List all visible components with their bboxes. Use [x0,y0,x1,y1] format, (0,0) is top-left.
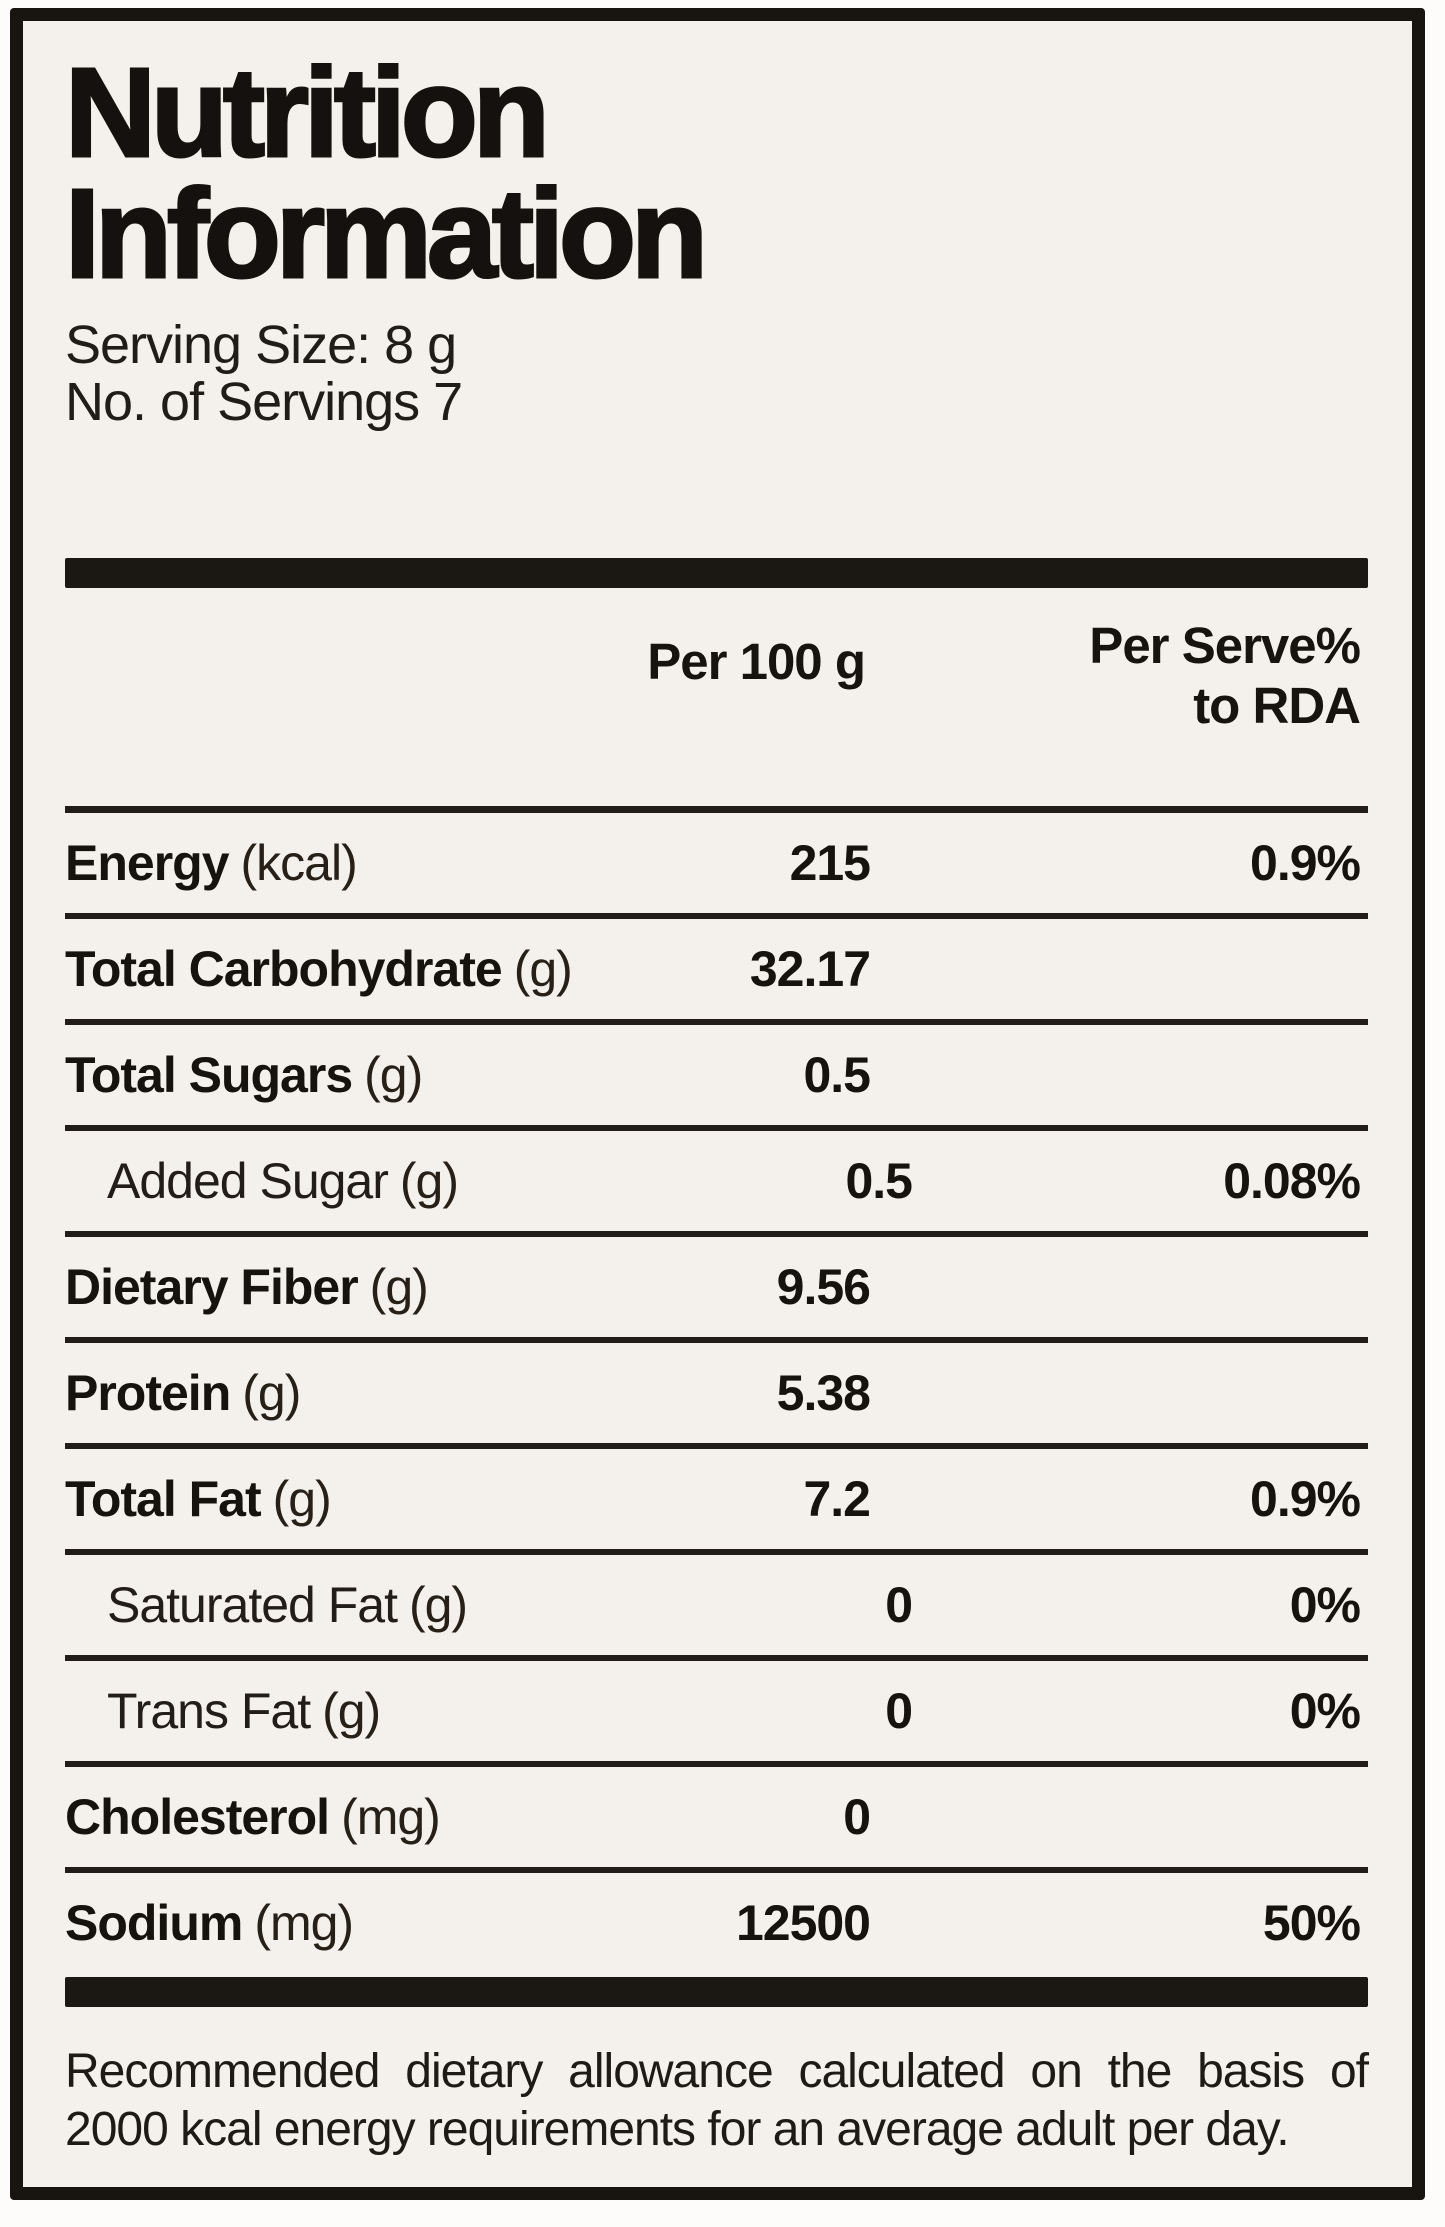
table-row-saturated-fat: Saturated Fat (g) 0 0% [65,1555,1368,1662]
nutrition-table: Energy (kcal) 215 0.9% Total Carbohydrate… [65,806,1368,1973]
row-label: Energy (kcal) [65,834,625,892]
row-label: Added Sugar (g) [65,1152,667,1210]
table-row-trans-fat: Trans Fat (g) 0 0% [65,1661,1368,1768]
per100-value: 0.5 [803,1047,871,1104]
row-unit: (mg) [341,1789,441,1846]
row-label: Sodium (mg) [65,1894,625,1952]
divider-bar-top [65,558,1368,589]
row-unit: (g) [364,1047,423,1104]
divider-bar-bottom [65,1977,1368,2008]
row-label: Total Sugars (g) [65,1046,625,1104]
rda-value: 0% [1289,1577,1361,1634]
nutrition-label: Nutrition Information Serving Size: 8 g … [10,8,1425,2200]
row-unit: (mg) [254,1895,354,1952]
row-unit: (g) [513,941,573,998]
row-name: Protein [65,1365,231,1422]
row-name: Energy [65,835,230,892]
row-name: Total Carbohydrate [65,941,503,998]
rda-value: 0.9% [1250,1471,1361,1528]
column-header-rda-line2: to RDA [1193,677,1361,735]
row-unit: (g) [272,1471,332,1528]
per100-value: 0.5 [845,1153,913,1210]
row-label: Total Carbohydrate (g) [65,940,625,998]
table-row-total-fat: Total Fat (g) 7.2 0.9% [65,1449,1368,1556]
row-unit: (g) [408,1577,468,1634]
row-name: Total Sugars [65,1047,353,1104]
row-name: Dietary Fiber [65,1259,359,1316]
table-row-cholesterol: Cholesterol (mg) 0 [65,1767,1368,1874]
table-row-dietary-fiber: Dietary Fiber (g) 9.56 [65,1237,1368,1344]
row-label: Saturated Fat (g) [65,1576,667,1634]
row-unit: (kcal) [240,835,358,892]
row-label: Dietary Fiber (g) [65,1258,625,1316]
row-unit: (g) [242,1365,301,1422]
table-row-energy: Energy (kcal) 215 0.9% [65,813,1368,920]
per100-value: 5.38 [776,1365,871,1422]
label-title-line1: Nutrition [64,42,552,183]
per100-value: 32.17 [749,941,871,998]
row-unit: (g) [322,1683,381,1740]
column-header-per100: Per 100 g [647,633,866,691]
row-label: Trans Fat (g) [65,1682,667,1740]
per100-value: 9.56 [776,1259,871,1316]
row-name: Cholesterol [65,1789,330,1846]
table-row-added-sugar: Added Sugar (g) 0.5 0.08% [65,1131,1368,1238]
row-label: Protein (g) [65,1364,625,1422]
rda-footnote: Recommended dietary allowance calculated… [65,2045,1369,2156]
row-label: Cholesterol (mg) [65,1788,625,1846]
per100-value: 0 [885,1577,913,1634]
per100-value: 7.2 [803,1471,871,1528]
servings-count-line: No. of Servings 7 [65,371,463,432]
per100-value: 12500 [735,1895,871,1952]
rda-value: 0% [1289,1683,1361,1740]
table-row-protein: Protein (g) 5.38 [65,1343,1368,1450]
table-row-total-carbohydrate: Total Carbohydrate (g) 32.17 [65,919,1368,1026]
row-unit: (g) [369,1259,429,1316]
row-label: Total Fat (g) [65,1470,625,1528]
serving-info: Serving Size: 8 g No. of Servings 7 [65,317,1368,430]
row-unit: (g) [399,1153,459,1210]
row-name: Total Fat [65,1471,262,1528]
per100-value: 0 [885,1683,913,1740]
serving-size-line: Serving Size: 8 g [65,314,457,375]
row-name: Trans Fat [107,1683,311,1740]
table-row-sodium: Sodium (mg) 12500 50% [65,1873,1368,1973]
column-header-rda: Per Serve% to RDA [1089,616,1361,736]
table-row-total-sugars: Total Sugars (g) 0.5 [65,1025,1368,1132]
per100-value: 0 [843,1789,871,1846]
label-title: Nutrition Information [64,42,1368,304]
column-headers: Per 100 g Per Serve% to RDA [65,604,1368,764]
rda-value: 0.08% [1223,1153,1361,1210]
rda-value: 50% [1262,1895,1361,1952]
rda-value: 0.9% [1250,835,1361,892]
row-name: Added Sugar [107,1153,389,1210]
row-name: Sodium [65,1895,243,1952]
column-header-rda-line1: Per Serve% [1089,617,1361,675]
label-title-line2: Information [64,162,710,304]
row-name: Saturated Fat [107,1577,398,1634]
per100-value: 215 [789,835,871,892]
